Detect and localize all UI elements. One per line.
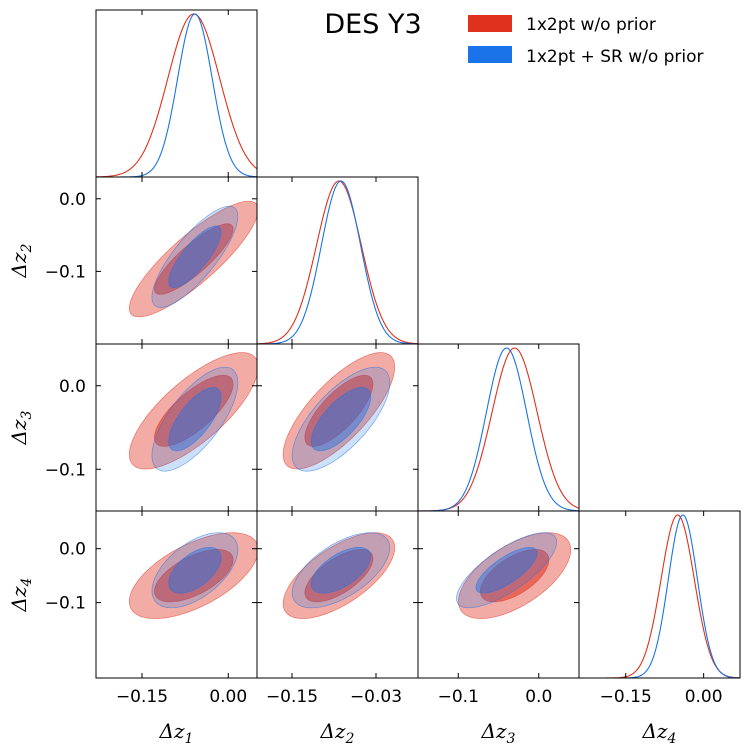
contour-68-2-3-series-1 — [304, 374, 374, 447]
x-tick-label-4: −0.15 — [600, 687, 652, 707]
legend-swatch-blue — [468, 46, 512, 63]
axes-frame-1-1 — [95, 9, 258, 178]
x-tick-label-3: 0.0 — [525, 687, 552, 707]
contour-panel-1-4 — [128, 532, 257, 619]
x-tick-label-3: −0.1 — [438, 687, 479, 707]
x-tick-label-1: 0.00 — [209, 687, 247, 707]
contour-68-1-3-series-2 — [168, 387, 222, 452]
marginal-panel-4 — [579, 514, 740, 678]
x-axis-label-4: Δz4 — [642, 719, 677, 747]
marginal-curve-2-series-2 — [257, 180, 418, 344]
y-axis-label-2: Δz2 — [7, 243, 35, 278]
x-tick-label-4: 0.00 — [685, 687, 723, 707]
contour-68-1-2-series-1 — [154, 223, 234, 295]
marginal-curve-4-series-1 — [579, 514, 740, 678]
contour-68-1-4-series-2 — [168, 546, 222, 594]
legend-label-blue: 1x2pt + SR w/o prior — [526, 47, 704, 67]
contour-68-2-3-series-2 — [310, 387, 372, 452]
contour-68-2-4-series-1 — [304, 549, 374, 603]
contour-95-2-4-series-2 — [291, 532, 391, 609]
y-tick-label-3: −0.1 — [45, 460, 86, 480]
contour-95-1-3-series-2 — [151, 366, 239, 472]
contour-panel-1-3 — [128, 352, 257, 472]
legend-label-red: 1x2pt w/o prior — [526, 15, 656, 35]
y-tick-label-2: 0.0 — [59, 190, 86, 210]
contour-68-3-4-series-1 — [480, 549, 550, 603]
x-tick-label-1: −0.15 — [116, 687, 168, 707]
marginal-panel-3 — [418, 347, 579, 511]
y-tick-label-4: −0.1 — [45, 594, 86, 614]
contour-68-3-4-series-2 — [475, 546, 538, 594]
y-axis-label-3: Δz3 — [7, 410, 35, 445]
x-axis-label-2: Δz2 — [320, 719, 355, 747]
contour-68-2-4-series-2 — [310, 546, 372, 594]
y-axis-label-4: Δz4 — [7, 578, 35, 613]
marginal-curve-4-series-2 — [579, 514, 740, 678]
contour-95-3-4-series-2 — [456, 532, 558, 609]
legend-swatch-red — [468, 15, 512, 32]
y-tick-label-4: 0.0 — [59, 540, 86, 560]
y-tick-label-2: −0.1 — [45, 262, 86, 282]
contour-panel-2-3 — [282, 352, 396, 472]
marginal-panel-1 — [96, 13, 257, 177]
marginal-curve-2-series-1 — [257, 180, 418, 344]
contour-68-1-4-series-1 — [154, 549, 234, 603]
axes-frame-2-2 — [256, 176, 419, 345]
contour-panel-3-4 — [456, 532, 572, 619]
y-tick-label-3: 0.0 — [59, 377, 86, 397]
contour-panel-1-2 — [128, 200, 257, 318]
x-axis-label-3: Δz3 — [481, 719, 516, 747]
axes-frame-3-3 — [417, 343, 580, 512]
x-axis-label-1: Δz1 — [159, 719, 194, 747]
contour-95-1-4-series-2 — [151, 532, 239, 609]
contour-95-2-3-series-2 — [291, 366, 391, 472]
marginal-curve-1-series-1 — [96, 13, 257, 177]
contour-68-1-3-series-1 — [154, 374, 234, 447]
marginal-curve-1-series-2 — [96, 13, 257, 177]
panels-layer: −0.15 0.00 Δz1 −0.15 −0.03 Δz2 −0.1 0.0 Δz3 −0.15… — [7, 9, 741, 747]
plot-title: DES Y3 — [324, 9, 421, 40]
marginal-curve-3-series-1 — [418, 347, 579, 511]
axes-frame-4-4 — [578, 510, 741, 679]
marginal-curve-3-series-2 — [418, 347, 579, 511]
contour-68-1-2-series-2 — [168, 225, 222, 289]
contour-panel-2-4 — [282, 532, 396, 619]
legend: 1x2pt w/o prior 1x2pt + SR w/o prior — [468, 15, 704, 67]
contour-95-1-2-series-2 — [151, 205, 239, 308]
marginal-panel-2 — [257, 180, 418, 344]
x-tick-label-2: −0.03 — [350, 687, 402, 707]
x-tick-label-2: −0.15 — [266, 687, 318, 707]
